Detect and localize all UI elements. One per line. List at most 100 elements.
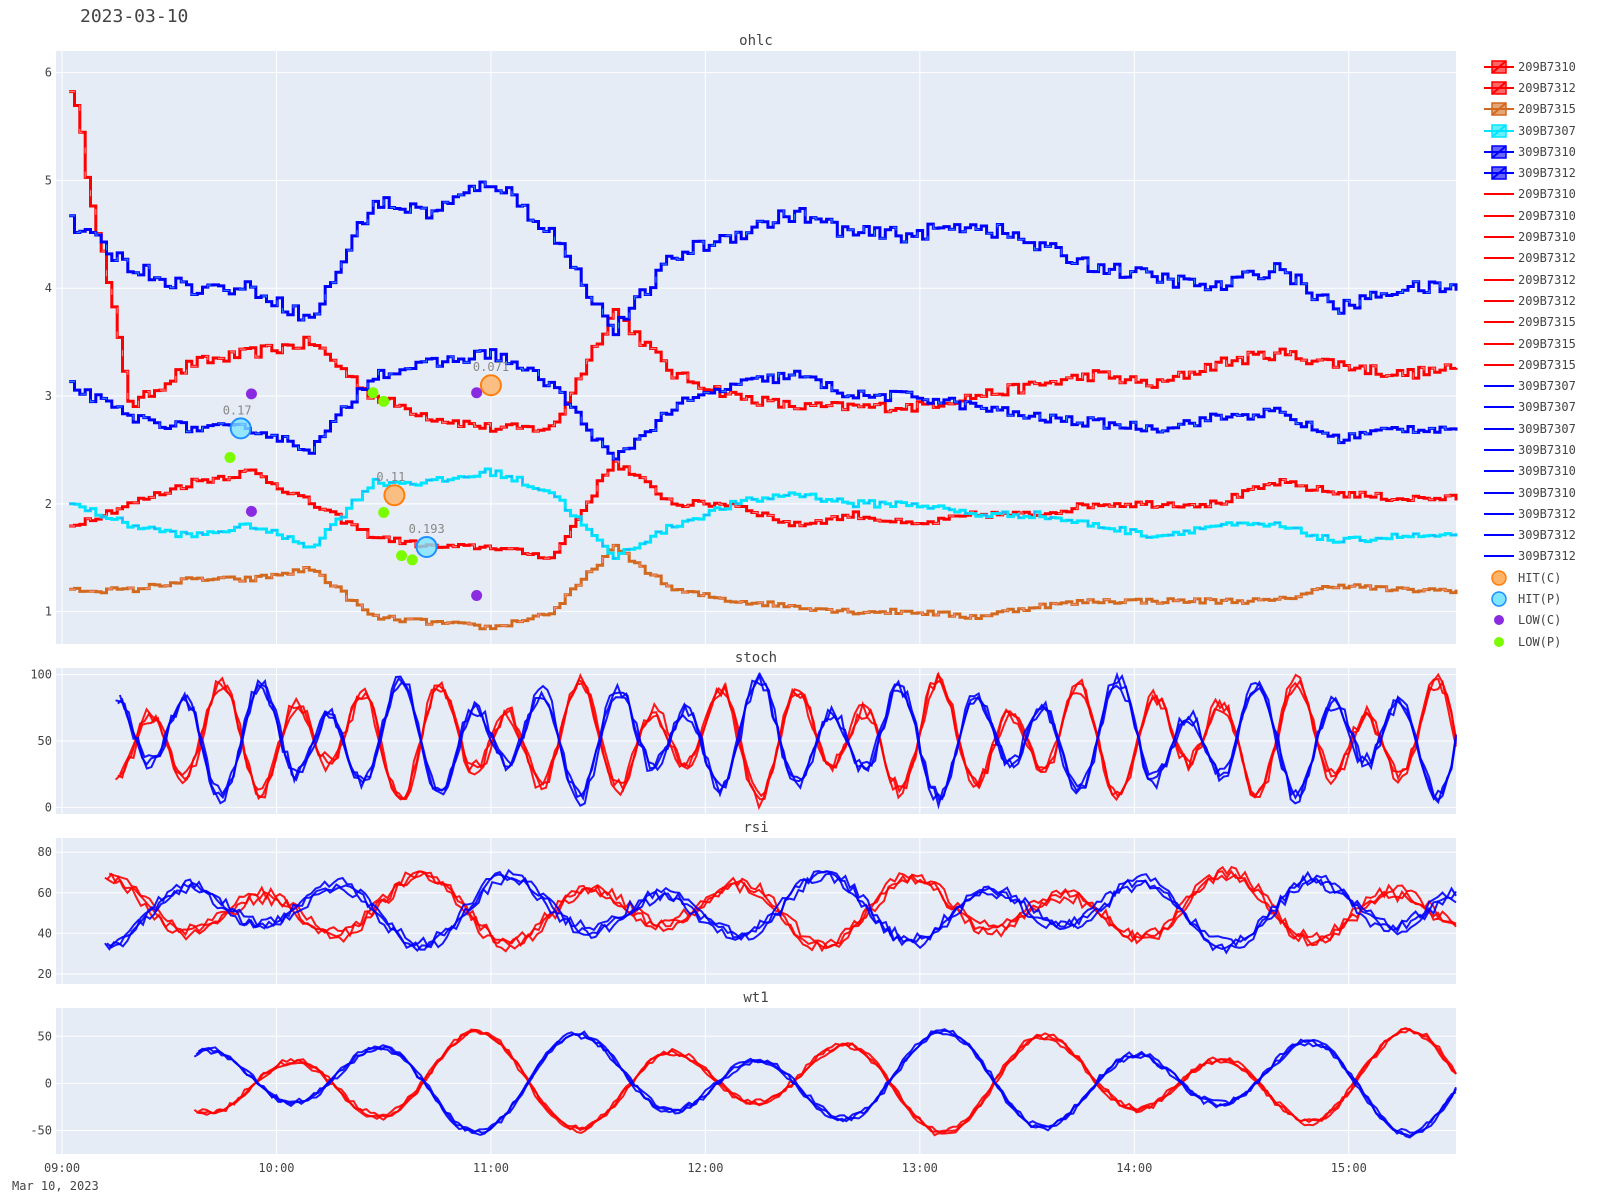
ytick-stoch: 50 [38, 734, 52, 748]
legend-label: 209B7312 [1518, 80, 1576, 95]
legend-label: 309B7312 [1518, 549, 1576, 564]
rsi-line-blue [106, 870, 1457, 952]
legend-symbol-icon [1482, 250, 1516, 266]
legend-label: 309B7310 [1518, 464, 1576, 479]
legend-symbol-icon [1482, 442, 1516, 458]
legend-item[interactable]: LOW(C) [1482, 610, 1576, 631]
legend-item[interactable]: HIT(C) [1482, 567, 1576, 588]
ytick-rsi: 60 [38, 886, 52, 900]
legend-item[interactable]: 209B7312 [1482, 248, 1576, 269]
legend-item[interactable]: 309B7307 [1482, 375, 1576, 396]
marker-LOW(P) [378, 395, 390, 407]
legend-symbol-icon [1482, 186, 1516, 202]
legend-label: 209B7312 [1518, 272, 1576, 287]
legend-label: 309B7312 [1518, 528, 1576, 543]
ohlc-series-309B7310 [69, 348, 1458, 461]
legend-item[interactable]: 309B7312 [1482, 162, 1576, 183]
ytick-ohlc: 5 [45, 173, 52, 187]
rsi-line-red [106, 869, 1457, 953]
legend-label: 309B7307 [1518, 123, 1576, 138]
rsi-line-blue [108, 868, 1457, 949]
legend[interactable]: 209B7310 209B7312 209B7315 309B7307 309B… [1482, 56, 1576, 652]
legend-item[interactable]: 209B7310 [1482, 184, 1576, 205]
legend-item[interactable]: 309B7307 [1482, 397, 1576, 418]
legend-symbol-icon [1482, 123, 1516, 139]
legend-item[interactable]: 209B7315 [1482, 333, 1576, 354]
legend-item[interactable]: 209B7315 [1482, 99, 1576, 120]
ohlc-series-209B7310 [69, 90, 1458, 433]
legend-symbol-icon [1482, 634, 1516, 650]
legend-item[interactable]: 309B7307 [1482, 418, 1576, 439]
legend-label: 309B7310 [1518, 442, 1576, 457]
legend-item[interactable]: 309B7307 [1482, 120, 1576, 141]
legend-label: 209B7315 [1518, 102, 1576, 117]
legend-label: 309B7307 [1518, 421, 1576, 436]
legend-symbol-icon [1482, 463, 1516, 479]
legend-item[interactable]: 209B7315 [1482, 354, 1576, 375]
legend-item[interactable]: 309B7312 [1482, 503, 1576, 524]
legend-item[interactable]: 209B7312 [1482, 290, 1576, 311]
xtick-label: 12:00 [687, 1161, 723, 1175]
marker-LOW(C) [245, 505, 257, 517]
legend-label: 209B7312 [1518, 251, 1576, 266]
subplot-title-stoch: stoch [735, 650, 777, 666]
xtick-label: 11:00 [473, 1161, 509, 1175]
legend-label: 309B7312 [1518, 506, 1576, 521]
subplot-title-rsi: rsi [743, 820, 768, 836]
legend-symbol-icon [1482, 229, 1516, 245]
ohlc-series-shade-209B7312 [69, 460, 1457, 559]
marker-LOW(C) [471, 387, 483, 399]
legend-label: 309B7310 [1518, 144, 1576, 159]
legend-symbol-icon [1482, 570, 1516, 586]
ytick-ohlc: 6 [45, 66, 52, 80]
legend-symbol-icon [1482, 293, 1516, 309]
subplot-title-wt1: wt1 [743, 990, 768, 1006]
legend-item[interactable]: 309B7310 [1482, 439, 1576, 460]
xtick-label: 09:00 [44, 1161, 80, 1175]
legend-item[interactable]: 209B7310 [1482, 226, 1576, 247]
legend-item[interactable]: 209B7312 [1482, 77, 1576, 98]
marker-label: 0.17 [223, 403, 252, 417]
legend-label: HIT(P) [1518, 592, 1562, 607]
marker-LOW(P) [224, 451, 236, 463]
legend-item[interactable]: 309B7310 [1482, 141, 1576, 162]
subplot-title-ohlc: ohlc [739, 33, 773, 49]
legend-symbol-icon [1482, 357, 1516, 373]
ytick-ohlc: 4 [45, 281, 52, 295]
marker-LOW(C) [245, 388, 257, 400]
panel-rsi [56, 838, 1456, 984]
legend-symbol-icon [1482, 101, 1516, 117]
wt1-line-blue [193, 1031, 1457, 1139]
legend-item[interactable]: HIT(P) [1482, 588, 1576, 609]
legend-label: 209B7310 [1518, 230, 1576, 245]
legend-symbol-icon [1482, 378, 1516, 394]
legend-item[interactable]: 209B7315 [1482, 312, 1576, 333]
legend-symbol-icon [1482, 548, 1516, 564]
marker-HIT(C) [479, 374, 502, 397]
x-date-label: Mar 10, 2023 [12, 1179, 99, 1193]
rsi-line-red [108, 865, 1457, 949]
legend-item[interactable]: 209B7310 [1482, 205, 1576, 226]
xtick-label: 13:00 [902, 1161, 938, 1175]
legend-label: 309B7307 [1518, 379, 1576, 394]
legend-label: 309B7312 [1518, 166, 1576, 181]
marker-label: 0.071 [473, 360, 509, 374]
marker-LOW(P) [378, 506, 390, 518]
legend-symbol-icon [1482, 59, 1516, 75]
legend-item[interactable]: LOW(P) [1482, 631, 1576, 652]
legend-item[interactable]: 209B7310 [1482, 56, 1576, 77]
legend-label: LOW(P) [1518, 634, 1562, 649]
legend-label: 209B7315 [1518, 336, 1576, 351]
legend-item[interactable]: 309B7310 [1482, 482, 1576, 503]
marker-HIT(P) [415, 535, 438, 558]
stoch-line-blue [118, 673, 1457, 803]
legend-item[interactable]: 309B7312 [1482, 546, 1576, 567]
legend-item[interactable]: 309B7312 [1482, 525, 1576, 546]
legend-item[interactable]: 209B7312 [1482, 269, 1576, 290]
marker-label: 0.11 [376, 470, 405, 484]
wt1-line-red [193, 1027, 1457, 1137]
legend-item[interactable]: 309B7310 [1482, 461, 1576, 482]
marker-label: 0.193 [409, 522, 445, 536]
ytick-ohlc: 3 [45, 389, 52, 403]
panel-wt1 [56, 1008, 1456, 1154]
